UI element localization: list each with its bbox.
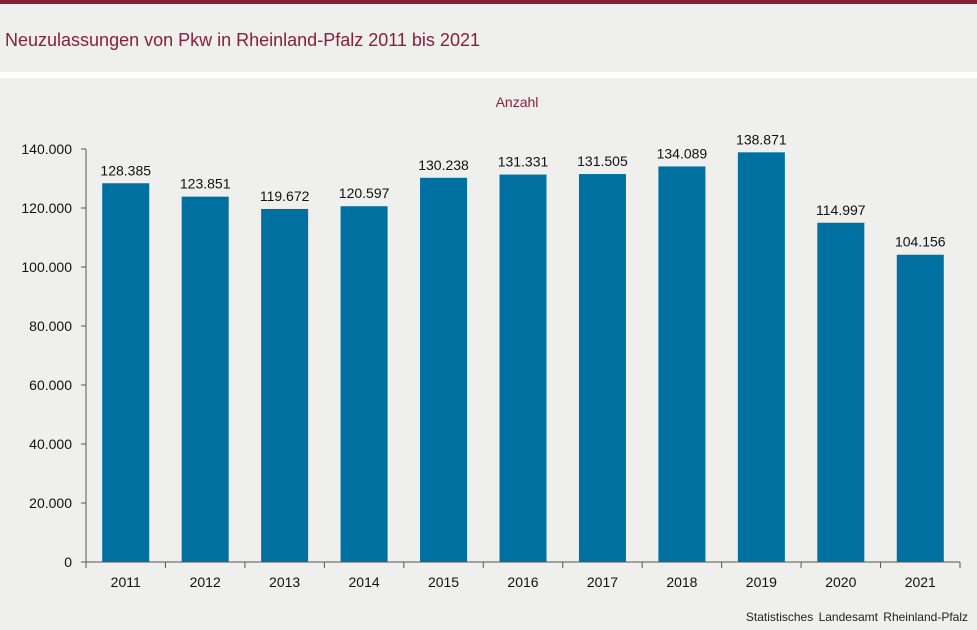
x-tick-label: 2017 — [587, 574, 618, 590]
bar-2014 — [340, 206, 388, 563]
data-labels: 128.385 123.851 119.672 120.597 130.238 131.3… — [100, 131, 945, 249]
data-label: 128.385 — [100, 162, 151, 178]
x-tick-label: 2014 — [349, 574, 380, 590]
bar-2021 — [896, 254, 944, 562]
x-axis: 2011 2012 2013 2014 2015 2016 2017 2018 2019 2020… — [85, 561, 961, 590]
x-tick-label: 2012 — [190, 574, 221, 590]
bar-2017 — [578, 174, 626, 563]
bar-2013 — [261, 208, 309, 563]
x-tick-label: 2021 — [905, 574, 936, 590]
data-label: 138.871 — [736, 131, 787, 147]
x-tick-label: 2011 — [111, 574, 141, 590]
data-label: 120.597 — [339, 185, 390, 201]
chart-title: Neuzulassungen von Pkw in Rheinland-Pfal… — [5, 30, 480, 50]
y-tick-label: 40.000 — [29, 436, 72, 452]
data-label: 131.505 — [577, 153, 628, 169]
data-label: 131.331 — [498, 154, 549, 170]
title-divider — [0, 72, 977, 78]
bars — [102, 152, 944, 563]
bar-2019 — [737, 152, 785, 562]
y-tick-label: 100.000 — [21, 259, 72, 275]
bar-2011 — [102, 183, 150, 562]
bar-2012 — [181, 196, 229, 562]
y-tick-label: 120.000 — [21, 200, 72, 216]
x-tick-label: 2020 — [825, 574, 856, 590]
bar-2020 — [817, 222, 865, 562]
x-tick-label: 2016 — [507, 574, 538, 590]
y-tick-label: 140.000 — [21, 141, 72, 157]
bar-2016 — [499, 174, 547, 562]
y-tick-label: 20.000 — [29, 495, 72, 511]
bar-2015 — [420, 177, 468, 562]
y-tick-label: 80.000 — [29, 318, 72, 334]
data-label: 123.851 — [180, 176, 231, 192]
y-tick-label: 0 — [64, 554, 72, 570]
source-note: Statistisches Landesamt Rheinland-Pfalz — [745, 610, 968, 624]
bar-2018 — [658, 166, 706, 563]
data-label: 114.997 — [816, 202, 866, 218]
y-axis: 0 20.000 40.000 60.000 80.000 100.000 120.000 1… — [21, 141, 87, 570]
top-accent-bar — [0, 0, 977, 4]
x-tick-label: 2013 — [269, 574, 300, 590]
data-label: 104.156 — [895, 234, 946, 250]
x-tick-label: 2019 — [746, 574, 777, 590]
x-tick-label: 2015 — [428, 574, 459, 590]
unit-label: Anzahl — [495, 94, 539, 110]
data-label: 119.672 — [260, 188, 310, 204]
x-tick-label: 2018 — [666, 574, 697, 590]
y-tick-label: 60.000 — [29, 377, 72, 393]
data-label: 130.238 — [418, 157, 469, 173]
data-label: 134.089 — [657, 145, 708, 161]
